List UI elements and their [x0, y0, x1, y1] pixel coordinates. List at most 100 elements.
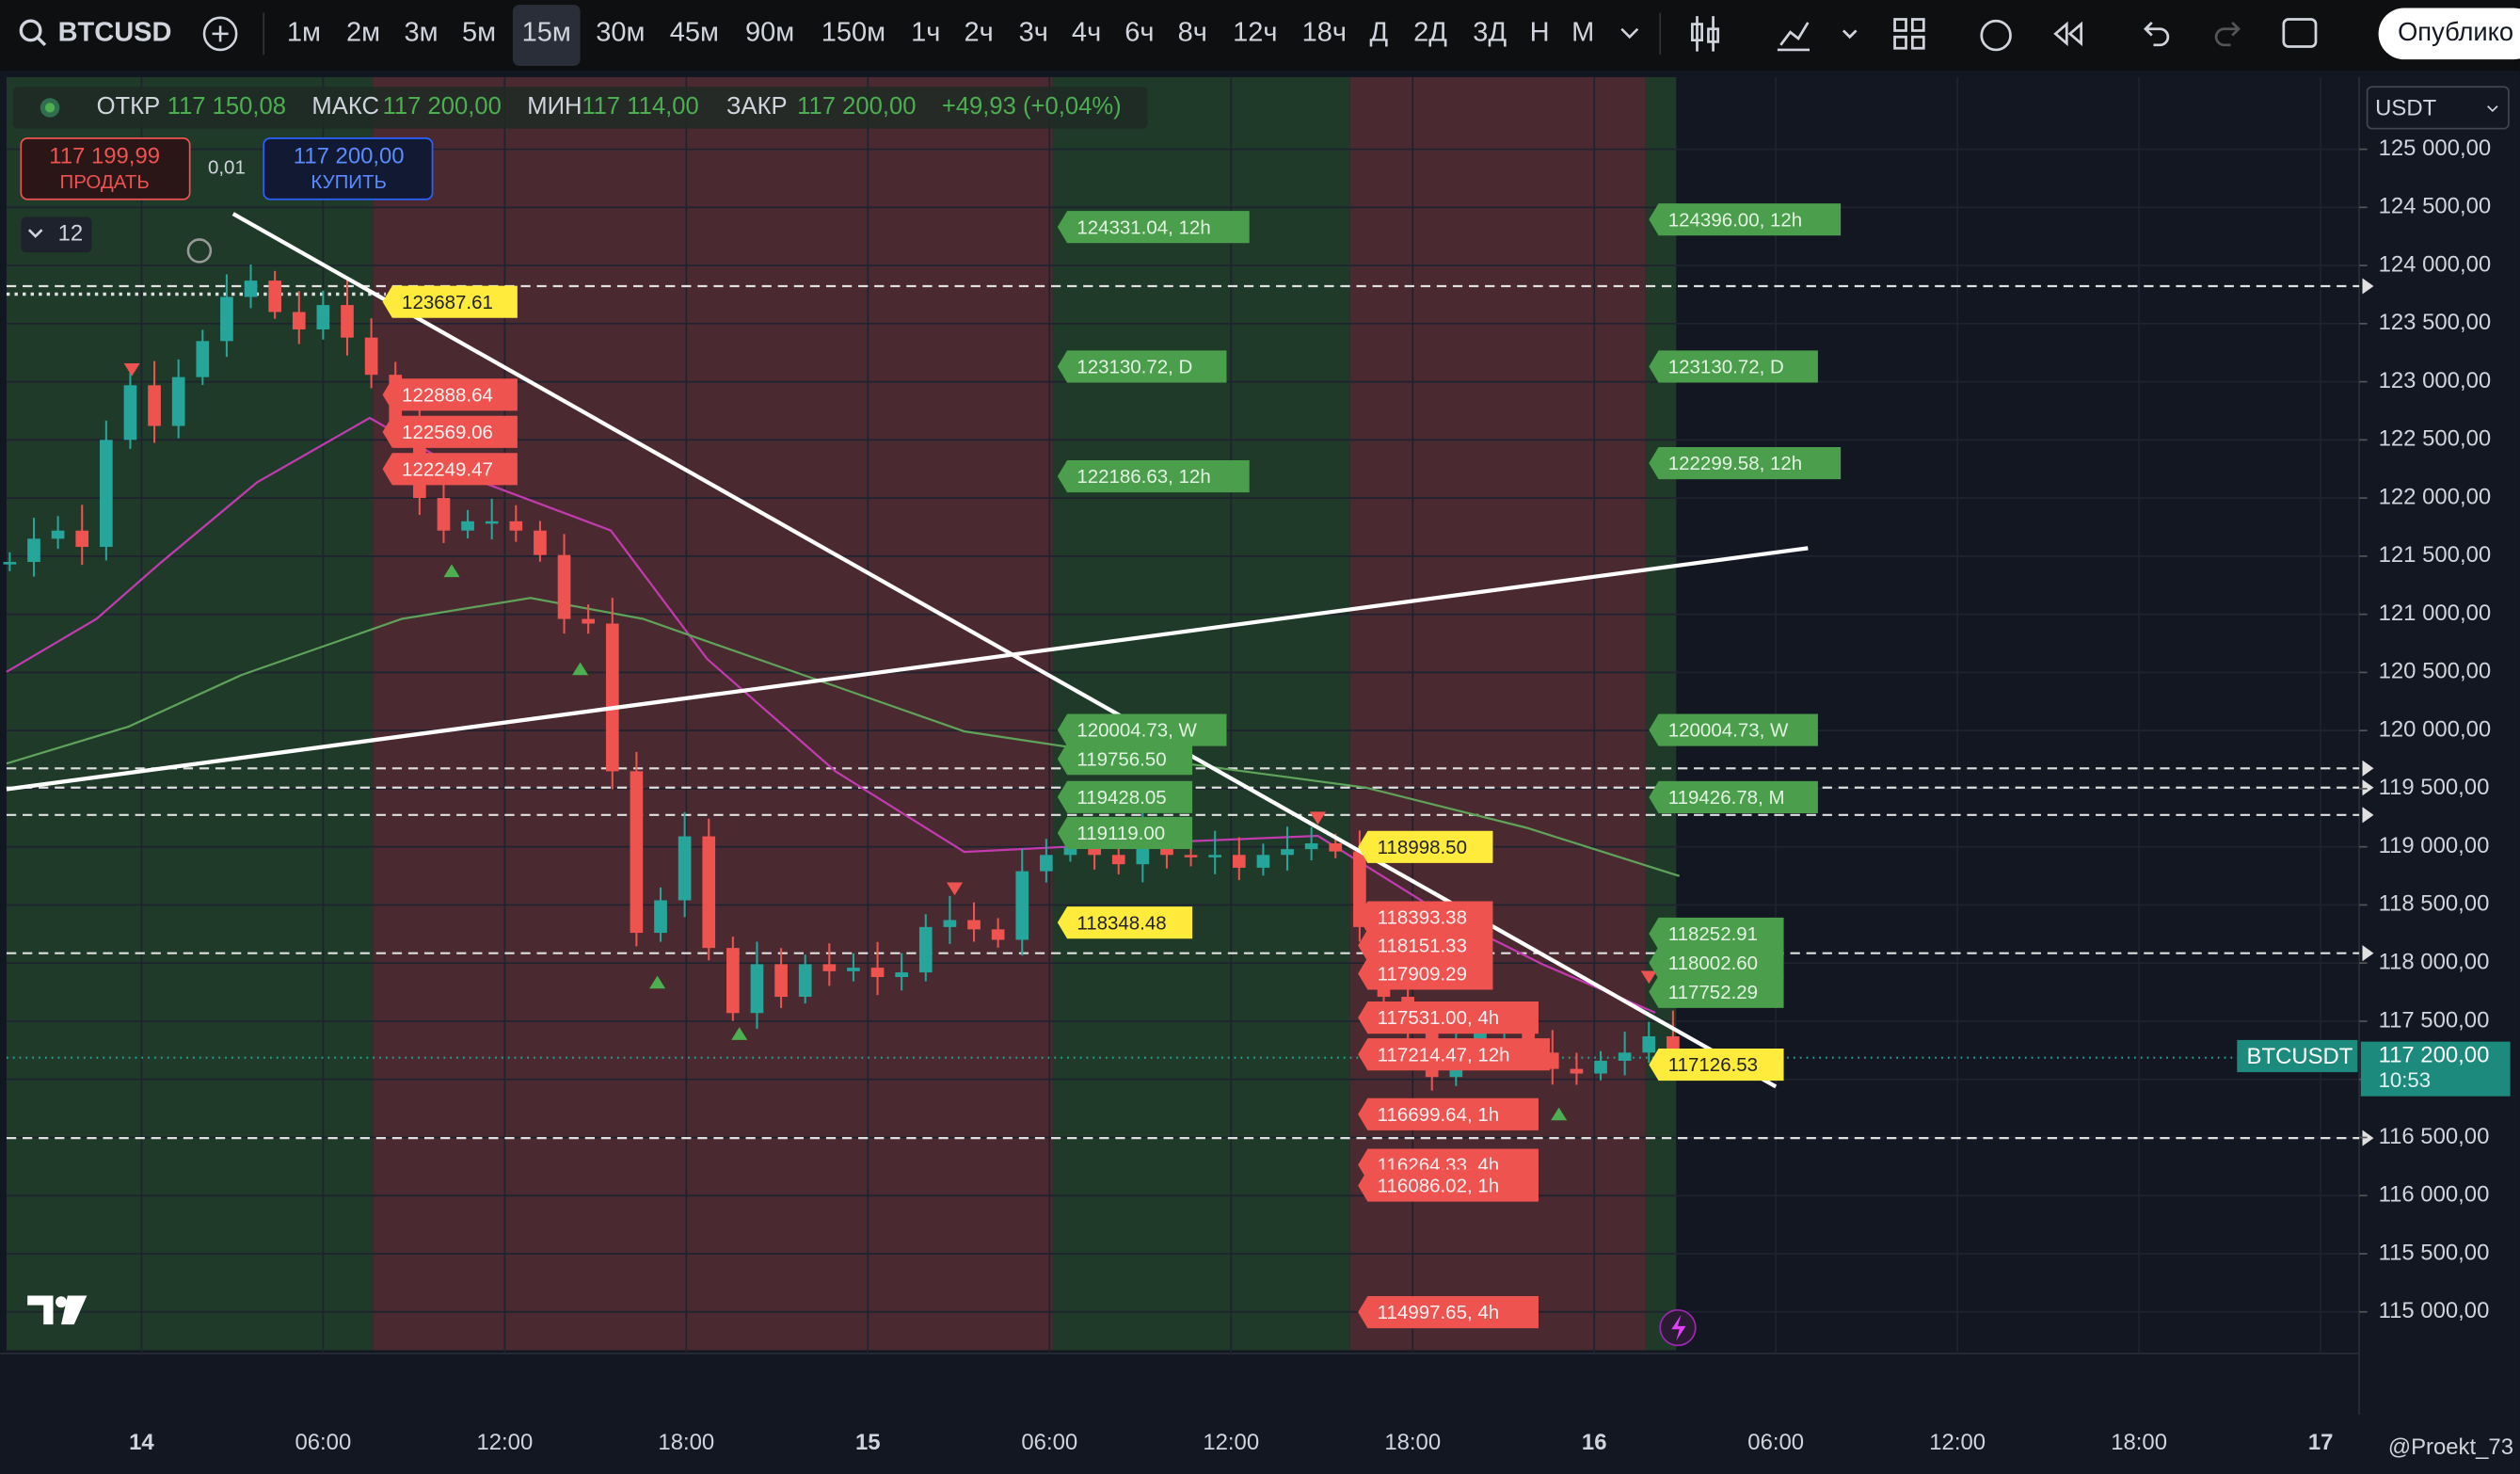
legend-value: 117 200,00	[797, 93, 916, 120]
indicators-toggle[interactable]	[21, 216, 92, 253]
interval[interactable]: М	[1571, 18, 1594, 48]
interval[interactable]: 2м	[346, 18, 380, 48]
buy-button[interactable]	[263, 137, 434, 200]
legend: ОТКР 117 150,08 МАКС 117 200,00 МИН 117 114,0…	[12, 87, 1148, 129]
sell-button[interactable]	[20, 137, 191, 200]
x-tick-label: 16	[1582, 1430, 1607, 1455]
interval[interactable]: 6ч	[1124, 18, 1154, 48]
candle-body	[268, 280, 281, 312]
interval[interactable]: 2Д	[1413, 18, 1447, 48]
interval[interactable]: 3м	[405, 18, 439, 48]
interval-active-bg[interactable]	[512, 5, 581, 67]
search-icon[interactable]	[19, 19, 42, 42]
interval[interactable]: 8ч	[1178, 18, 1207, 48]
undo-icon[interactable]	[2144, 21, 2170, 47]
buy-label[interactable]: КУПИТЬ	[311, 171, 387, 193]
currency-select[interactable]	[2366, 86, 2510, 130]
candle-body	[1040, 855, 1053, 872]
level-label: 122299.58, 12h	[1668, 453, 1802, 474]
candle-body	[605, 623, 619, 772]
level-label: 122186.63, 12h	[1077, 466, 1210, 488]
indicator-count[interactable]: 12	[58, 221, 84, 247]
symbol[interactable]: BTCUSD	[58, 18, 172, 48]
interval[interactable]: 12ч	[1233, 18, 1277, 48]
currency[interactable]: USDT	[2375, 95, 2436, 120]
candle-body	[895, 972, 909, 978]
interval[interactable]: 3Д	[1473, 18, 1507, 48]
level-tag	[1358, 1001, 1539, 1034]
interval[interactable]: 1ч	[911, 18, 940, 48]
logo-part	[61, 1295, 88, 1325]
level-tag	[1649, 946, 1784, 979]
chevron[interactable]	[1842, 29, 1858, 40]
compare-button[interactable]	[202, 16, 238, 52]
legend-label: МАКС	[311, 93, 379, 120]
y-tick-label: 116 000,00	[2379, 1182, 2490, 1208]
interval[interactable]: 45м	[670, 18, 719, 48]
y-tick-label: 121 500,00	[2379, 542, 2492, 568]
candle-body	[822, 964, 837, 971]
interval[interactable]: 18ч	[1302, 18, 1347, 48]
interval[interactable]: 2ч	[965, 18, 994, 48]
x-tick-label: 18:00	[2111, 1430, 2167, 1455]
y-tick-label: 125 000,00	[2379, 136, 2492, 161]
candle-body	[1184, 855, 1198, 857]
candle-body	[244, 280, 258, 297]
level-tag	[1057, 906, 1193, 939]
interval[interactable]: 30м	[596, 18, 645, 48]
interval[interactable]: 4ч	[1072, 18, 1101, 48]
interval[interactable]: 90м	[745, 18, 794, 48]
layout-icon[interactable]	[1893, 18, 1925, 50]
interval[interactable]: 5м	[462, 18, 496, 48]
interval[interactable]: 15м	[522, 18, 571, 48]
publish-label[interactable]: Опублико	[2398, 17, 2513, 46]
redo-icon[interactable]	[2214, 21, 2241, 47]
level-tag	[1649, 713, 1818, 746]
level-tag	[1649, 203, 1842, 236]
sell-label[interactable]: ПРОДАТЬ	[59, 171, 149, 193]
replay-icon[interactable]	[2053, 21, 2083, 47]
interval[interactable]: Н	[1530, 18, 1550, 48]
alert-icon[interactable]	[1980, 19, 2012, 52]
candle-body	[1642, 1036, 1656, 1053]
level-tag	[1649, 917, 1784, 951]
x-tick-label: 06:00	[1021, 1430, 1077, 1455]
buy-price[interactable]: 117 200,00	[294, 144, 405, 169]
signal-down	[946, 882, 964, 896]
signal-down	[1309, 811, 1327, 825]
x-tick-label: 17	[2308, 1430, 2334, 1455]
x-tick-label: 06:00	[1747, 1430, 1804, 1455]
time-axis: 14 06:00 12:00 18:00 15 06:00 12:00 18:00 16 06:0…	[129, 1430, 2333, 1455]
chevron[interactable]	[1620, 27, 1639, 40]
interval[interactable]: 150м	[821, 18, 885, 48]
candle-body	[918, 926, 933, 973]
interval[interactable]: Д	[1370, 18, 1389, 48]
level-label: 117214.47, 12h	[1378, 1044, 1510, 1065]
candle-body	[100, 440, 113, 547]
level-labels: 123687.61 122888.64 122569.06 122249.47 1243…	[382, 203, 1842, 1329]
interval[interactable]: 3ч	[1019, 18, 1048, 48]
fullscreen-icon[interactable]	[2282, 18, 2318, 48]
candle-body	[75, 530, 89, 547]
level-tag	[1057, 713, 1227, 746]
candle-style-icon[interactable]	[1691, 16, 1720, 52]
sell-price[interactable]: 117 199,99	[49, 144, 160, 169]
ma-purple	[6, 416, 1656, 1014]
indicators-icon[interactable]	[1777, 22, 1810, 52]
candle-body	[51, 530, 65, 539]
candle-body	[437, 498, 451, 531]
candle-body	[123, 385, 137, 441]
candle-body	[341, 305, 354, 338]
publish-button[interactable]	[2378, 8, 2520, 60]
y-tick-label: 123 000,00	[2379, 368, 2492, 393]
interval[interactable]: 1м	[287, 18, 321, 48]
candle-body	[654, 900, 667, 934]
arrow	[2362, 278, 2374, 295]
candle-body	[1063, 846, 1077, 856]
trend-line[interactable]	[231, 212, 1778, 1089]
x-tick-label: 06:00	[295, 1430, 351, 1455]
alarm-icon[interactable]	[186, 238, 213, 264]
trend-line[interactable]	[6, 546, 1809, 792]
spread: 0,01	[208, 157, 246, 179]
